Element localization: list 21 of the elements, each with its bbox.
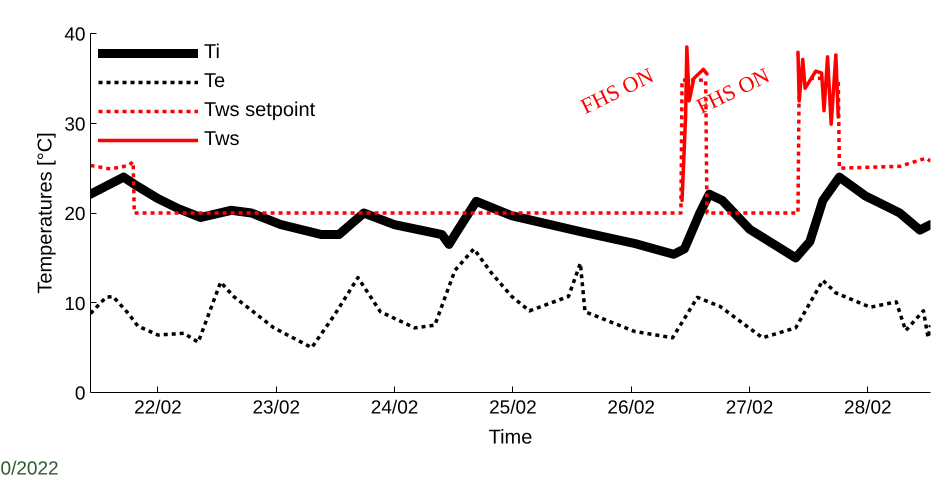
x-axis-title: Time	[488, 426, 532, 448]
x-tick-label: 26/02	[607, 398, 655, 418]
legend-label: Tws	[204, 128, 240, 151]
x-tick-label: 24/02	[370, 398, 418, 418]
y-tick-label: 40	[64, 24, 86, 46]
x-tick-label: 23/02	[252, 398, 300, 418]
x-tick-label: 22/02	[134, 398, 182, 418]
text: 0/2022	[0, 458, 59, 480]
annotation: FHS ON	[692, 62, 774, 119]
legend-label: Ti	[204, 41, 221, 64]
y-tick-label: 30	[64, 114, 86, 136]
y-tick-label: 20	[64, 204, 86, 225]
annotation: FHS ON	[576, 62, 658, 119]
y-tick-label: 10	[64, 294, 86, 315]
x-tick-label: 28/02	[844, 398, 892, 418]
y-axis-title: Temperatures [°C]	[34, 132, 56, 294]
legend-label: Te	[204, 70, 226, 93]
legend-label: Tws setpoint	[204, 99, 316, 122]
y-tick-label: 0	[74, 384, 86, 404]
x-tick-label: 27/02	[726, 398, 774, 418]
x-tick-label: 25/02	[489, 398, 537, 418]
